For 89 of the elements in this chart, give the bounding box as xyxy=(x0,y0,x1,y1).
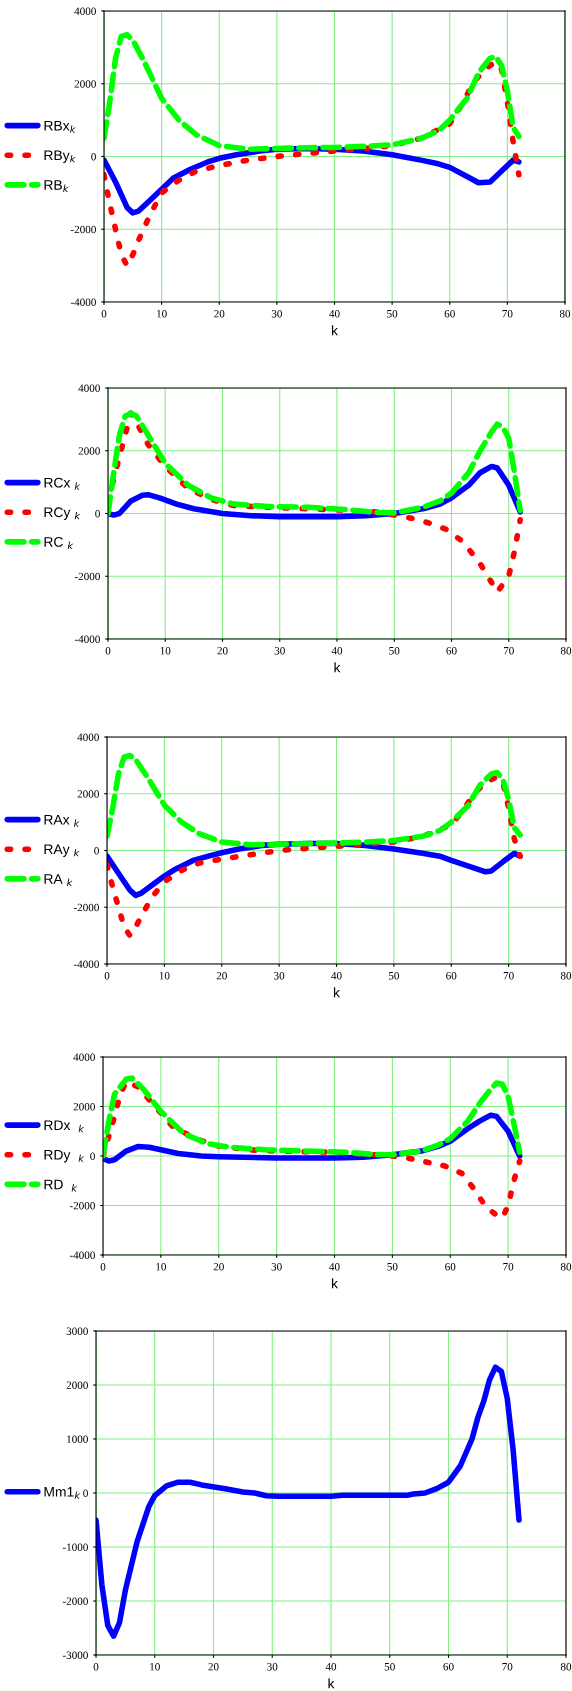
legend-label: RB$_{k}$ xyxy=(44,180,69,192)
y-tick-label: 0 xyxy=(91,152,96,161)
y-tick-label: -2000 xyxy=(73,903,99,912)
x-tick-label: 50 xyxy=(389,646,400,655)
x-tick-label: 0 xyxy=(100,1262,106,1271)
x-tick-label: 80 xyxy=(559,309,571,318)
x-axis-title: k xyxy=(331,1278,338,1289)
y-tick-label: -3000 xyxy=(62,1651,88,1659)
legend-label: RCx $_{k}$ xyxy=(44,477,81,490)
y-tick-label: 0 xyxy=(94,846,99,855)
x-tick-label: 20 xyxy=(216,971,227,980)
legend-label: RC $_{k}$ xyxy=(44,537,74,549)
legend-label: RAy $_{k}$ xyxy=(44,844,80,857)
x-tick-label: 60 xyxy=(443,1662,454,1671)
y-tick-label: -4000 xyxy=(73,960,99,968)
y-tick-label: 2000 xyxy=(73,1102,95,1111)
x-axis-title: k xyxy=(334,662,341,673)
x-tick-label: 60 xyxy=(444,309,455,318)
x-tick-label: 0 xyxy=(104,971,110,980)
y-tick-label: -2000 xyxy=(62,1597,88,1605)
x-tick-label: 70 xyxy=(502,309,513,318)
y-tick-label: -2000 xyxy=(70,225,96,234)
y-tick-label: -4000 xyxy=(69,1251,95,1259)
y-tick-label: -2000 xyxy=(69,1201,95,1210)
legend-label: RA $_{k}$ xyxy=(44,874,73,886)
x-tick-label: 30 xyxy=(267,1662,278,1671)
y-tick-label: 4000 xyxy=(73,1053,95,1061)
y-tick-label: 4000 xyxy=(77,733,99,741)
x-tick-label: 10 xyxy=(159,971,170,980)
y-tick-label: 4000 xyxy=(74,7,96,15)
y-tick-label: -4000 xyxy=(74,635,100,643)
legend-label: RD $_{k}$ xyxy=(44,1179,78,1192)
legend-label: RBx$_{k}$ xyxy=(44,120,76,133)
x-tick-label: 0 xyxy=(105,646,111,655)
x-tick-label: 0 xyxy=(101,309,107,318)
x-tick-label: 20 xyxy=(213,1262,224,1271)
y-tick-label: 2000 xyxy=(66,1381,88,1389)
x-tick-label: 40 xyxy=(331,971,342,980)
y-tick-label: 0 xyxy=(95,509,100,518)
x-tick-label: 20 xyxy=(208,1662,219,1671)
y-tick-label: -2000 xyxy=(74,572,100,581)
x-tick-label: 10 xyxy=(150,1662,160,1671)
x-tick-label: 20 xyxy=(217,646,228,655)
x-tick-label: 70 xyxy=(503,1262,514,1271)
x-axis-title: k xyxy=(328,1678,335,1689)
legend-label: RDx $_{k}$ xyxy=(44,1120,85,1133)
x-tick-label: 10 xyxy=(157,309,167,318)
x-tick-label: 60 xyxy=(446,646,457,655)
x-tick-label: 10 xyxy=(160,646,171,655)
x-tick-label: 40 xyxy=(329,1262,340,1271)
x-tick-label: 40 xyxy=(329,309,340,318)
x-tick-label: 30 xyxy=(271,1262,282,1271)
x-tick-label: 50 xyxy=(388,971,400,980)
y-tick-label: 2000 xyxy=(77,790,99,798)
x-tick-label: 70 xyxy=(502,1662,513,1671)
y-tick-label: 4000 xyxy=(78,384,100,392)
x-tick-label: 80 xyxy=(560,971,572,980)
x-tick-label: 50 xyxy=(387,1262,398,1271)
legend-label: RAx $_{k}$ xyxy=(44,814,80,827)
x-tick-label: 70 xyxy=(503,971,514,980)
x-tick-label: 70 xyxy=(503,646,514,655)
legend-label: RCy $_{k}$ xyxy=(44,507,81,520)
y-tick-label: 0 xyxy=(90,1152,95,1160)
x-tick-label: 30 xyxy=(274,646,285,655)
x-tick-label: 40 xyxy=(331,646,343,655)
x-tick-label: 60 xyxy=(446,971,457,980)
y-tick-label: 1000 xyxy=(67,1435,88,1443)
y-tick-label: 0 xyxy=(83,1489,88,1497)
legend-label: RBy$_{k}$ xyxy=(44,150,76,163)
legend-label: RDy $_{k}$ xyxy=(44,1149,85,1163)
x-tick-label: 60 xyxy=(445,1262,456,1271)
x-tick-label: 20 xyxy=(214,309,225,318)
x-tick-label: 50 xyxy=(384,1662,395,1671)
x-tick-label: 50 xyxy=(387,309,398,318)
x-tick-label: 80 xyxy=(560,646,572,655)
y-tick-label: -4000 xyxy=(70,298,96,306)
x-tick-label: 30 xyxy=(271,309,283,318)
y-tick-label: 2000 xyxy=(78,447,100,455)
y-tick-label: -1000 xyxy=(62,1543,88,1551)
x-tick-label: 80 xyxy=(560,1662,572,1671)
x-tick-label: 80 xyxy=(560,1262,572,1271)
x-axis-title: k xyxy=(333,987,340,998)
x-tick-label: 30 xyxy=(274,971,285,980)
y-tick-label: 3000 xyxy=(66,1327,88,1335)
legend-label: Mm1$_{k}$ xyxy=(44,1487,81,1499)
x-tick-label: 40 xyxy=(325,1662,337,1671)
x-axis-title: k xyxy=(331,325,338,336)
x-tick-label: 10 xyxy=(156,1262,167,1271)
y-tick-label: 2000 xyxy=(74,80,96,88)
